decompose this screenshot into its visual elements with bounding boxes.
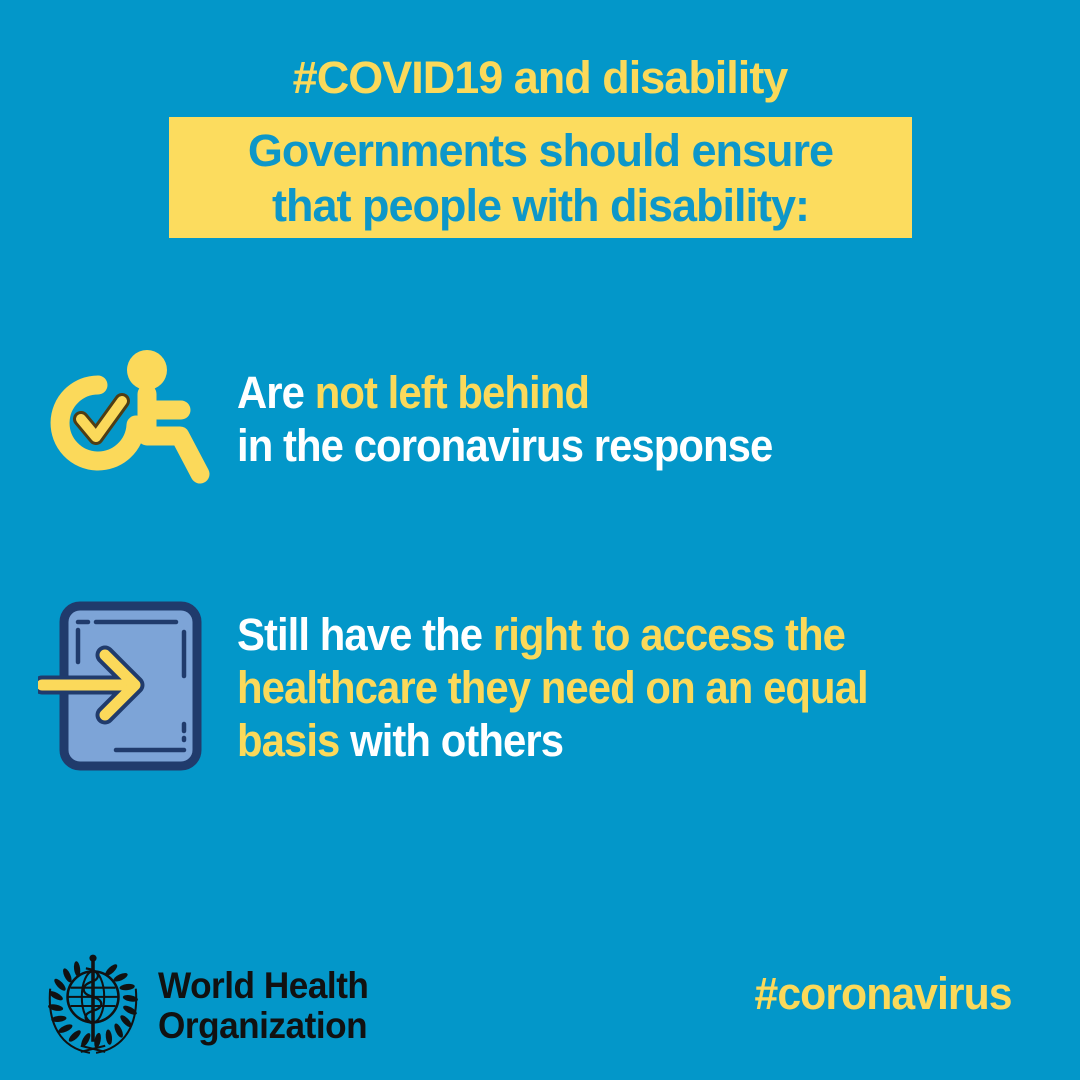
item-text-right-to-healthcare: Still have the right to access the healt… <box>237 608 1018 767</box>
banner-line-2: that people with disability: <box>271 179 810 231</box>
wheelchair-check-icon <box>50 350 210 484</box>
text-segment: Are <box>237 367 315 418</box>
covid19-disability-title: #COVID19 and disability <box>292 52 789 103</box>
door-entry-arrow-icon <box>38 601 202 771</box>
item-text-not-left-behind: Are not left behind in the coronavirus r… <box>237 366 1018 472</box>
who-org-name-line-1: World Health <box>158 965 369 1006</box>
text-segment: in the coronavirus response <box>237 420 773 471</box>
who-emblem-icon <box>48 954 138 1054</box>
text-segment: Still have the <box>237 609 493 660</box>
governments-banner: Governments should ensure that people wi… <box>169 117 912 238</box>
text-segment: with others <box>339 715 564 766</box>
who-org-name-line-2: Organization <box>158 1005 368 1046</box>
who-org-name: World Health Organization <box>158 965 369 1046</box>
banner-line-1: Governments should ensure <box>247 124 834 176</box>
coronavirus-hashtag: #coronavirus <box>754 968 1013 1019</box>
text-segment: not left behind <box>314 367 590 418</box>
text-segment: right to access the healthcare they need… <box>237 609 869 766</box>
